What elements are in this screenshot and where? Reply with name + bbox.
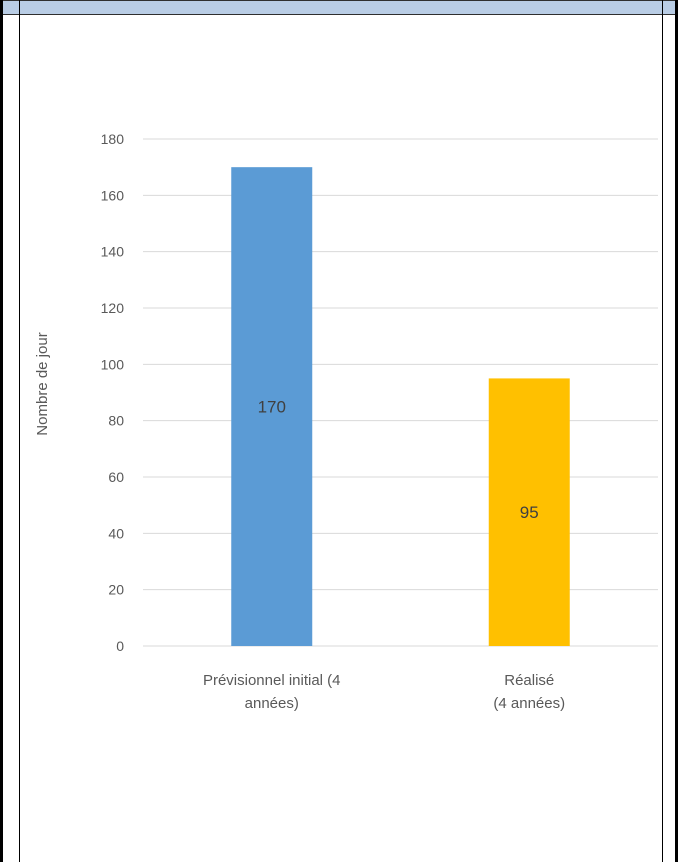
category-labels: Prévisionnel initial (4 années) Réalisé (4 … <box>203 672 565 712</box>
bar-1 <box>231 167 313 646</box>
y-tick-label: 160 <box>101 187 125 203</box>
bar-data-labels: 170 95 <box>258 398 539 523</box>
y-tick-label: 180 <box>101 131 125 147</box>
y-tick-label: 0 <box>116 638 124 654</box>
y-tick-label: 100 <box>101 356 125 372</box>
bar-data-label-2: 95 <box>520 503 539 522</box>
y-tick-label: 140 <box>101 244 125 260</box>
y-axis-title: Nombre de jour <box>34 332 51 435</box>
y-tick-label: 80 <box>108 413 124 429</box>
y-tick-label: 40 <box>108 525 124 541</box>
y-tick-label: 120 <box>101 300 125 316</box>
y-axis-ticks: 0 20 40 60 80 100 120 140 160 180 <box>101 131 125 654</box>
bar-2 <box>488 378 570 646</box>
bar-data-label-1: 170 <box>258 398 286 417</box>
bars <box>231 167 570 646</box>
gridlines <box>143 138 658 647</box>
category-label-2: Réalisé (4 années) <box>493 672 565 712</box>
category-label-1: Prévisionnel initial (4 années) <box>203 672 341 712</box>
y-tick-label: 60 <box>108 469 124 485</box>
y-tick-label: 20 <box>108 582 124 598</box>
